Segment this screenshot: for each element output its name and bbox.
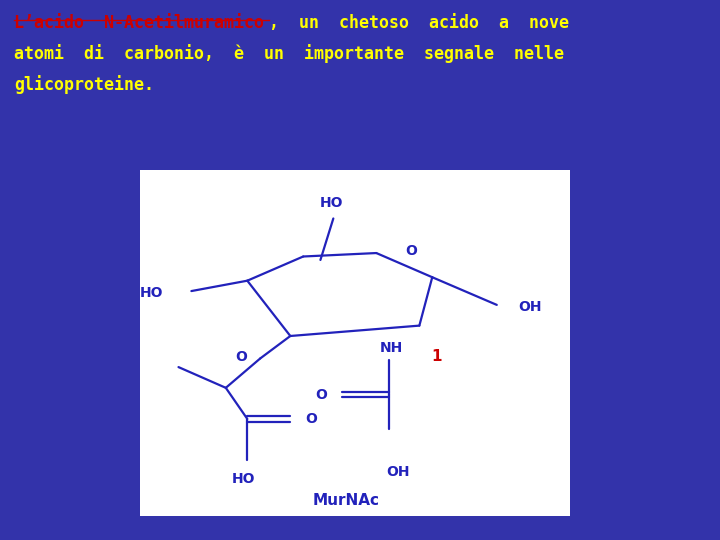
Text: MurNAc: MurNAc (312, 492, 379, 508)
Text: atomi  di  carbonio,  è  un  importante  segnale  nelle: atomi di carbonio, è un importante segna… (14, 44, 564, 63)
Text: L’acido  N-Acetilmuramico: L’acido N-Acetilmuramico (14, 14, 264, 31)
Bar (140, 170, 570, 516)
Text: O: O (235, 350, 247, 364)
Text: 1: 1 (431, 349, 442, 364)
Text: O: O (315, 388, 327, 402)
Text: OH: OH (518, 300, 541, 314)
Text: OH: OH (386, 465, 410, 480)
Text: NH: NH (379, 341, 403, 355)
Text: O: O (305, 412, 318, 426)
Text: HO: HO (231, 472, 255, 487)
Text: ,  un  chetoso  acido  a  nove: , un chetoso acido a nove (269, 14, 569, 31)
Text: HO: HO (140, 286, 163, 300)
Text: glicoproteine.: glicoproteine. (14, 75, 154, 93)
Text: HO: HO (320, 196, 343, 210)
Text: O: O (405, 244, 417, 258)
